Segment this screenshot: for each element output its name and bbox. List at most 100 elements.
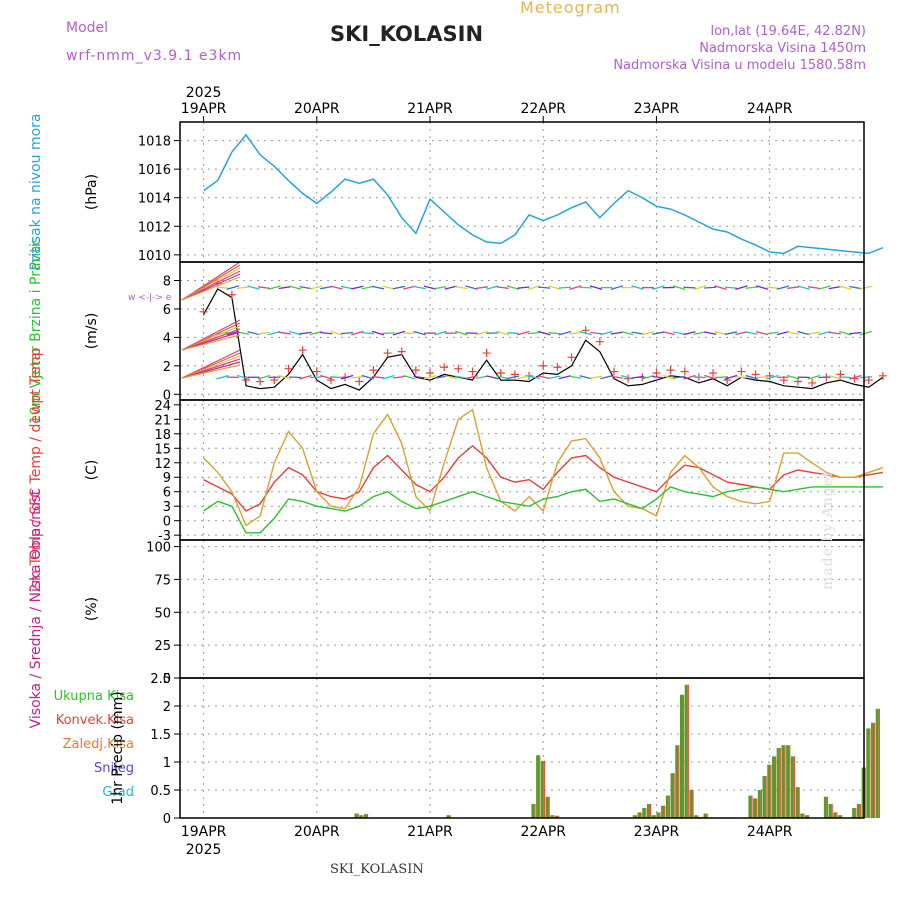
wind-barb: [621, 374, 634, 380]
cloud-unit: (%): [84, 597, 100, 621]
precip-bar: [786, 745, 790, 818]
precip-conv-bar: [706, 813, 708, 818]
wind-speed-marker: [227, 290, 236, 299]
precipitation-ytick-label: 0: [163, 812, 171, 827]
wind-barb: [382, 374, 395, 380]
temp-series-2: [203, 486, 883, 534]
wind-speed-marker: [454, 364, 463, 373]
precipitation-ytick-label: 1: [163, 756, 171, 771]
wind-barb: [662, 331, 675, 336]
wind-barb: [216, 374, 229, 380]
wind-barb: [589, 331, 603, 335]
wind-barb: [558, 330, 572, 336]
pressure-ytick-label: 1016: [138, 163, 171, 178]
wind-barb: [704, 286, 717, 289]
wind-arrow-fan: [181, 364, 241, 379]
wind-barb: [382, 332, 395, 335]
wind-barb: [610, 331, 623, 335]
wind-barb: [641, 374, 655, 380]
precip-conv-bar: [557, 815, 560, 818]
wind-gust-line: [203, 288, 884, 391]
wind-speed-marker: [652, 368, 661, 377]
wind-barb: [859, 285, 873, 290]
wind-barb: [340, 374, 354, 380]
wind-barb: [724, 331, 738, 335]
wind-speed-marker: [411, 366, 420, 375]
wind-barb: [672, 331, 686, 335]
wind-barb: [527, 375, 540, 380]
precip-bar: [670, 773, 674, 818]
wind-barb: [735, 285, 748, 290]
clouds-ytick-label: 50: [154, 606, 171, 621]
wind-speed-marker: [709, 368, 718, 377]
wind-barb: [309, 376, 322, 379]
top-year-label: 2025: [186, 85, 222, 101]
precip-conv-bar: [449, 815, 451, 818]
precip-bar: [632, 815, 636, 818]
precip-conv-bar: [357, 813, 359, 818]
wind-barb: [683, 286, 696, 289]
wind-barb: [288, 330, 302, 336]
precip-conv-bar: [654, 815, 656, 818]
precip-conv-bar: [687, 684, 689, 818]
pressure-frame: [179, 121, 865, 263]
precip-conv-bar: [645, 807, 647, 818]
wind-barb: [361, 285, 374, 290]
wind-barb: [517, 286, 530, 289]
precip-conv-bar: [697, 815, 699, 818]
wind-barb: [278, 286, 291, 290]
precip-conv-bar: [673, 773, 675, 818]
wind-barb: [268, 330, 281, 336]
wind-arrow-fan: [181, 276, 241, 301]
bottom-day-label: 19APR: [181, 824, 227, 840]
wind-barb: [683, 374, 696, 380]
wind-barb: [787, 331, 800, 335]
pressure-ytick-label: 1018: [138, 135, 171, 150]
wind-barb: [558, 286, 571, 289]
wind-speed-marker: [284, 364, 293, 373]
footer-station: SKI_KOLASIN: [330, 862, 424, 877]
wind-barb: [413, 375, 426, 379]
precip-bar: [856, 804, 860, 818]
wind-barb: [787, 286, 800, 290]
wind-barb: [288, 285, 302, 290]
wind-barb: [434, 330, 447, 336]
wind-barb: [423, 285, 437, 290]
wind-barb: [475, 375, 489, 380]
wind-barb: [766, 331, 779, 335]
wind-barb: [434, 375, 447, 379]
wind-barb: [828, 285, 841, 290]
wind-barb: [755, 285, 769, 290]
lonlat-label: lon,lat (19.64E, 42.82N): [710, 24, 866, 39]
wind-barb: [455, 375, 468, 379]
wind-barb: [340, 285, 354, 290]
precip-bar: [446, 815, 450, 818]
wind-barb: [444, 285, 457, 290]
precip-bar: [642, 807, 646, 818]
precipitation-ytick-label: 1.5: [150, 728, 171, 743]
precip-conv-bar: [869, 728, 871, 818]
wind-barb: [652, 375, 665, 379]
precip-legend-3: Snijeg: [94, 761, 134, 776]
wind-speed-marker: [496, 368, 505, 377]
wind-barb: [413, 285, 426, 290]
precip-bar: [781, 745, 785, 818]
wind-barb: [724, 374, 738, 380]
temperature-ytick-label: -3: [158, 529, 171, 544]
wind-barb: [351, 330, 364, 336]
wind-barb: [538, 375, 551, 380]
wind-barb: [579, 330, 592, 336]
precip-bar: [753, 798, 757, 818]
wind-barb: [320, 331, 333, 335]
wind-barb: [828, 374, 841, 380]
temperature-ytick-label: 21: [154, 413, 171, 428]
wind-barb: [548, 375, 561, 379]
wind-barb: [704, 374, 717, 380]
wind-barb: [569, 331, 582, 335]
wind-speed-marker: [397, 347, 406, 356]
wind-barb: [506, 332, 520, 335]
wind-barb: [776, 285, 790, 290]
precip-bar: [800, 813, 804, 818]
wind-barb: [257, 331, 271, 335]
wind-barb: [268, 285, 281, 290]
